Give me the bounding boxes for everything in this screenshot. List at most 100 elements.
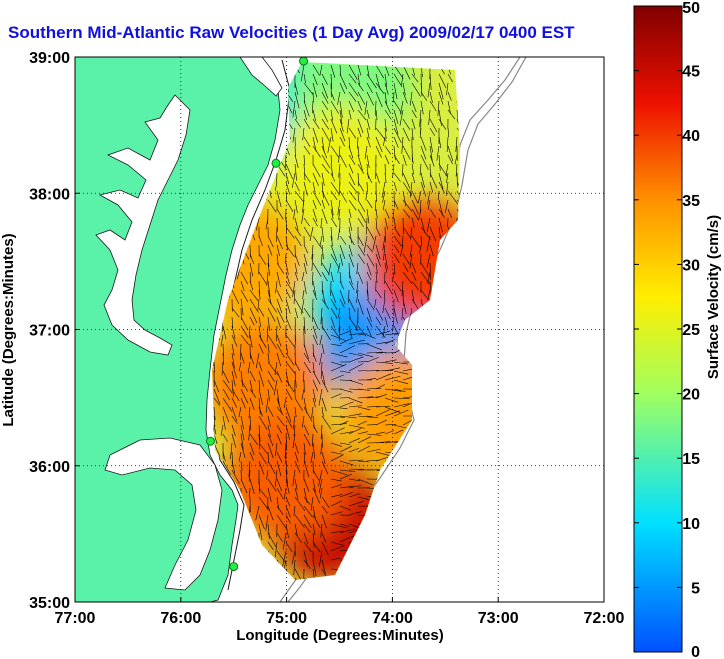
velocity-vector xyxy=(231,397,237,408)
velocity-vector xyxy=(438,217,443,233)
velocity-vector xyxy=(339,82,346,94)
velocity-vector xyxy=(393,388,406,392)
velocity-vector xyxy=(375,109,378,120)
velocity-vector xyxy=(303,253,308,266)
velocity-vector xyxy=(276,343,285,358)
velocity-vector xyxy=(445,163,449,177)
velocity-vector xyxy=(213,406,216,421)
colorbar-tick-label: 20 xyxy=(682,387,700,404)
velocity-vector xyxy=(303,541,312,553)
velocity-vector xyxy=(312,127,319,143)
velocity-vector xyxy=(267,388,270,402)
colorbar-tick-label: 10 xyxy=(682,516,700,533)
velocity-vector xyxy=(382,235,386,251)
velocity-vector xyxy=(267,487,272,502)
velocity-vector xyxy=(312,388,316,402)
velocity-vector xyxy=(330,454,344,462)
velocity-vector xyxy=(283,487,287,500)
velocity-vector xyxy=(339,523,350,527)
velocity-vector xyxy=(420,262,430,278)
velocity-vector xyxy=(348,136,351,149)
velocity-vector xyxy=(285,433,288,451)
velocity-vector xyxy=(409,181,413,198)
velocity-vector xyxy=(402,64,411,80)
velocity-vector xyxy=(393,307,398,324)
velocity-vector xyxy=(294,271,299,281)
velocity-vector xyxy=(420,145,427,160)
velocity-vector xyxy=(311,406,314,419)
velocity-vector xyxy=(420,271,431,285)
velocity-vector xyxy=(357,199,366,213)
velocity-vector xyxy=(294,451,299,463)
velocity-vector xyxy=(294,145,296,157)
velocity-vector xyxy=(438,199,444,216)
velocity-vector xyxy=(429,172,438,189)
velocity-vector xyxy=(429,91,433,103)
velocity-vector xyxy=(455,136,458,152)
velocity-vector xyxy=(303,145,311,155)
velocity-vector xyxy=(221,361,224,376)
velocity-vector xyxy=(356,262,359,275)
velocity-vector xyxy=(438,226,441,238)
velocity-vector xyxy=(348,154,356,165)
velocity-vector xyxy=(257,298,260,311)
velocity-vector xyxy=(366,316,373,328)
velocity-vector xyxy=(438,109,442,127)
velocity-vector xyxy=(411,109,417,118)
velocity-vector xyxy=(321,496,330,508)
velocity-vector xyxy=(339,492,353,498)
y-tick-label: 38:00 xyxy=(29,186,70,203)
velocity-vector xyxy=(339,442,351,446)
velocity-vector xyxy=(348,217,353,231)
velocity-vector xyxy=(411,127,414,141)
velocity-vector xyxy=(294,190,304,202)
velocity-vector xyxy=(294,406,297,417)
velocity-vector xyxy=(292,469,296,486)
velocity-vector xyxy=(267,370,275,383)
velocity-vector xyxy=(357,415,373,418)
velocity-vector xyxy=(258,514,265,529)
velocity-vector xyxy=(283,397,287,408)
y-axis-label: Latitude (Degrees:Minutes) xyxy=(0,233,17,426)
velocity-vector xyxy=(231,334,238,347)
velocity-vector xyxy=(455,163,458,177)
velocity-vector xyxy=(276,208,284,220)
velocity-vector xyxy=(420,100,424,115)
velocity-vector xyxy=(285,307,288,318)
velocity-vector xyxy=(285,181,291,195)
velocity-vector xyxy=(348,91,357,102)
velocity-vector xyxy=(321,82,329,99)
velocity-vector xyxy=(393,361,408,365)
velocity-vector xyxy=(321,532,327,543)
colorbar-tick-label: 35 xyxy=(682,193,700,210)
velocity-vector xyxy=(339,253,344,266)
velocity-vector xyxy=(276,460,282,477)
velocity-vector xyxy=(445,199,449,213)
velocity-vector xyxy=(294,118,301,128)
velocity-vector xyxy=(302,199,305,213)
velocity-vector xyxy=(318,388,323,406)
velocity-vector xyxy=(285,253,287,265)
velocity-vector xyxy=(328,262,332,276)
velocity-vector xyxy=(249,352,254,365)
velocity-vector xyxy=(285,334,296,349)
velocity-vector xyxy=(420,91,428,101)
velocity-vector xyxy=(348,459,364,462)
velocity-vector xyxy=(348,127,357,139)
velocity-vector xyxy=(248,424,251,441)
velocity-vector xyxy=(312,262,322,277)
velocity-vector xyxy=(303,343,309,360)
velocity-vector xyxy=(348,500,364,507)
velocity-vector xyxy=(330,154,332,165)
velocity-vector xyxy=(312,424,318,434)
velocity-vector xyxy=(249,253,255,264)
velocity-vector xyxy=(330,343,342,347)
velocity-vector xyxy=(348,244,353,257)
velocity-vector xyxy=(294,334,296,345)
velocity-vector xyxy=(321,118,329,130)
velocity-vector xyxy=(339,280,345,290)
chesapeake-bay xyxy=(95,94,191,356)
velocity-vector xyxy=(321,289,326,305)
velocity-vector xyxy=(321,370,326,385)
